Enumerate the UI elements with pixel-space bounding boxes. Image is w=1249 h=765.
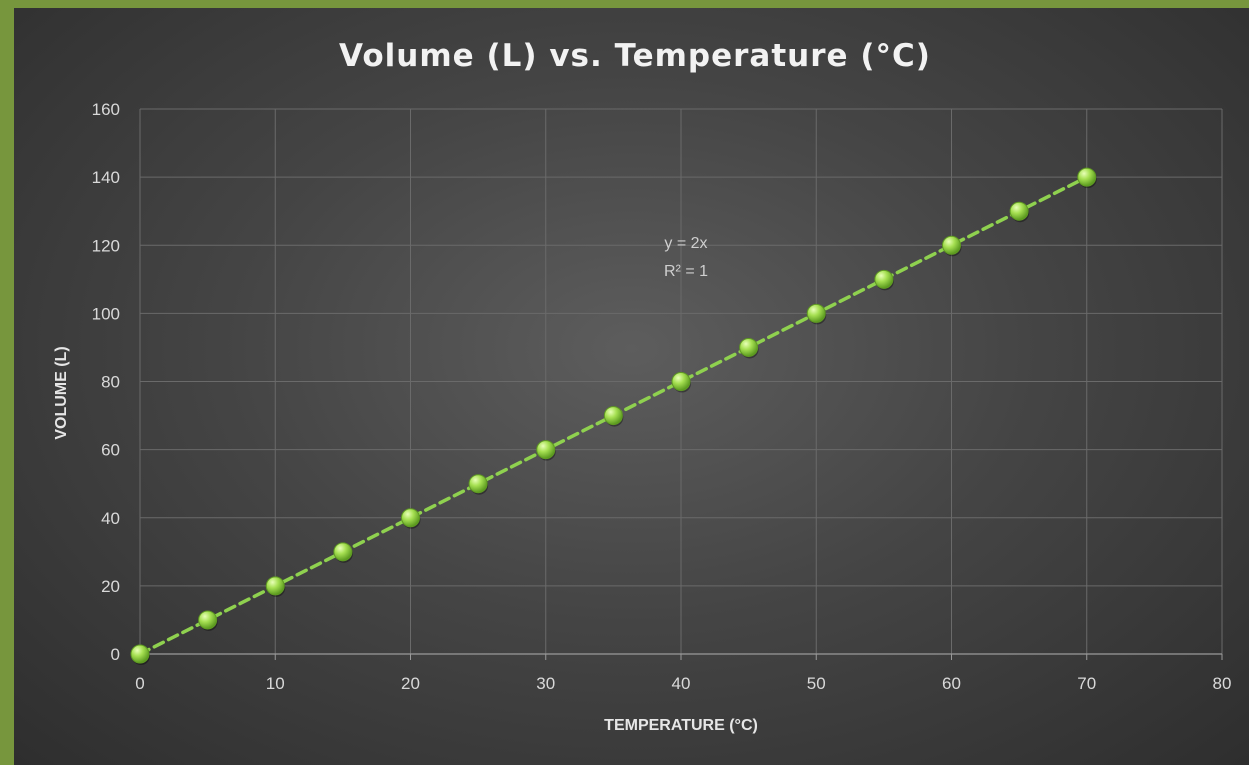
y-tick-label-80: 80: [101, 373, 120, 392]
y-axis-label: VOLUME (L): [53, 346, 70, 439]
x-tick-label-20: 20: [401, 674, 420, 693]
trendline-r-squared: R² = 1: [664, 263, 708, 280]
ticks-layer: 0 20 40 60 80 100 120 140 160 0 10 20 30 40 50 60 70 80: [92, 100, 1232, 693]
chart-area: Volume (L) vs. Temperature (°C) 0 20 40 60 8…: [14, 8, 1249, 765]
data-point-13: [1009, 201, 1029, 221]
data-point-1: [198, 610, 218, 630]
x-tick-label-10: 10: [266, 674, 285, 693]
x-tick-label-30: 30: [536, 674, 555, 693]
x-axis-label: TEMPERATURE (°C): [604, 717, 758, 734]
x-tick-label-40: 40: [672, 674, 691, 693]
y-tick-label-40: 40: [101, 509, 120, 528]
chart-svg: Volume (L) vs. Temperature (°C) 0 20 40 60 8…: [53, 38, 1232, 734]
x-tick-label-50: 50: [807, 674, 826, 693]
y-tick-label-60: 60: [101, 441, 120, 460]
y-tick-label-140: 140: [92, 168, 120, 187]
data-point-2: [265, 576, 285, 596]
x-tick-label-60: 60: [942, 674, 961, 693]
data-point-14: [1077, 167, 1097, 187]
points-layer: [130, 167, 1097, 665]
y-tick-label-120: 120: [92, 236, 120, 255]
data-point-9: [739, 337, 759, 357]
y-tick-label-160: 160: [92, 100, 120, 119]
data-point-0: [130, 644, 150, 664]
x-tick-label-0: 0: [135, 674, 144, 693]
data-point-10: [806, 303, 826, 323]
data-point-3: [333, 542, 353, 562]
data-point-8: [671, 372, 691, 391]
data-point-12: [942, 235, 961, 255]
y-tick-label-0: 0: [111, 645, 120, 664]
y-tick-label-20: 20: [101, 577, 120, 596]
data-point-7: [603, 406, 623, 426]
chart-title: Volume (L) vs. Temperature (°C): [339, 38, 931, 74]
trendline-equation: y = 2x: [664, 235, 707, 252]
data-point-5: [468, 474, 488, 494]
data-point-11: [874, 269, 894, 289]
x-tick-label-80: 80: [1213, 674, 1232, 693]
data-point-6: [536, 440, 556, 460]
x-tick-label-70: 70: [1077, 674, 1096, 693]
y-tick-label-100: 100: [92, 304, 120, 323]
data-point-4: [401, 508, 420, 528]
